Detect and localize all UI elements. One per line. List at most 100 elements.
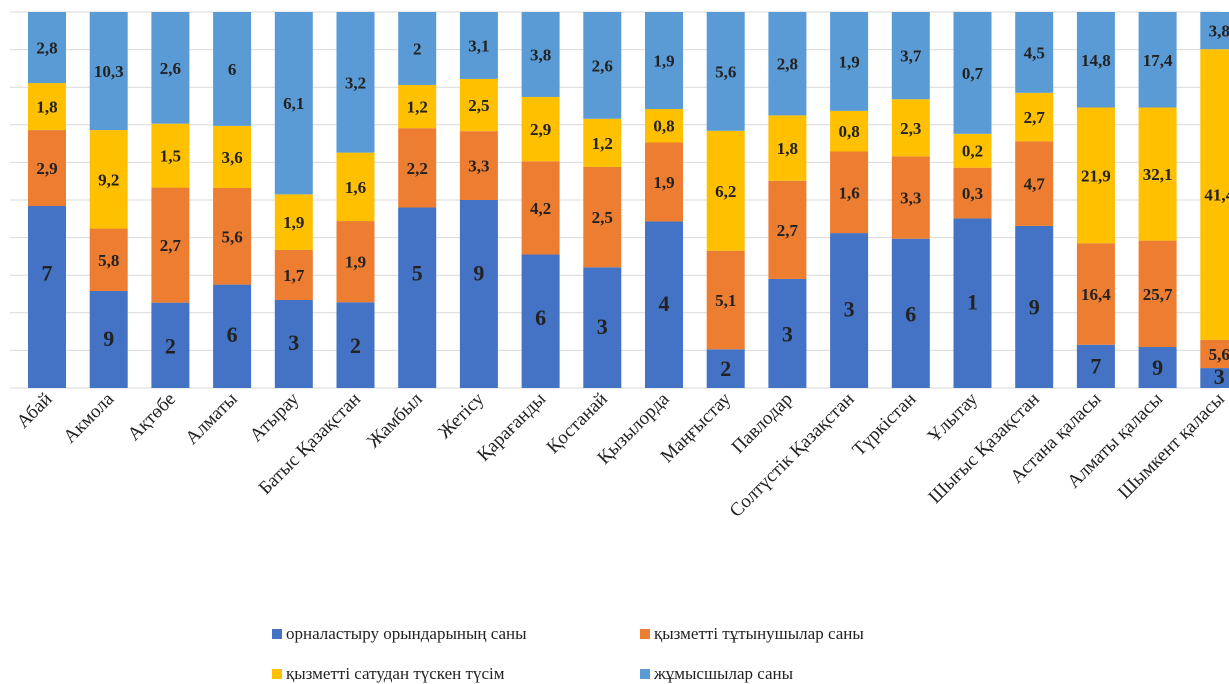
bar-1-15 [953,167,992,219]
data-label-0-15: 1 [967,289,978,314]
data-label-1-0: 2,9 [36,159,57,178]
data-label-0-5: 2 [350,333,361,358]
data-label-2-6: 1,2 [407,98,428,117]
bar-1-0 [28,130,66,207]
data-label-2-19: 41,4 [1204,186,1229,205]
data-label-1-7: 3,3 [468,157,489,176]
data-label-3-10: 1,9 [653,52,674,71]
data-label-1-17: 16,4 [1081,285,1111,304]
data-label-0-8: 6 [535,305,546,330]
bar-0-18 [1138,347,1177,388]
bar-2-10 [645,109,683,143]
category-label-0: Абай [13,389,57,433]
data-label-0-17: 7 [1090,353,1101,378]
category-label-16: Шығыс Қазақстан [925,389,1044,508]
bar-1-11 [706,250,745,350]
bar-3-11 [706,12,745,131]
data-label-0-12: 3 [782,321,793,346]
bar-3-0 [28,12,66,84]
data-label-2-11: 6,2 [715,182,736,201]
bar-3-1 [89,12,128,131]
bar-0-9 [583,267,622,388]
data-label-2-8: 2,9 [530,120,551,139]
data-label-3-0: 2,8 [36,39,57,58]
bar-1-16 [1015,141,1054,226]
data-label-1-2: 2,7 [160,236,182,255]
bar-0-7 [459,200,498,388]
data-label-0-0: 7 [42,260,53,285]
category-label-2: Ақтөбе [124,389,180,445]
data-label-0-7: 9 [473,260,484,285]
data-label-0-16: 9 [1029,295,1040,320]
bar-2-14 [891,99,930,157]
data-label-2-5: 1,6 [345,178,366,197]
bar-0-0 [28,206,66,388]
data-label-3-13: 1,9 [838,52,859,71]
bar-3-8 [521,12,560,97]
legend-item-1: қызметті тұтынушылар саны [640,624,864,644]
bar-0-1 [89,290,128,388]
category-label-19: Шымкент қаласы [1114,389,1229,504]
data-label-2-18: 32,1 [1143,165,1173,184]
bar-3-17 [1076,12,1115,108]
bar-1-2 [151,187,190,303]
data-label-3-14: 3,7 [900,47,922,66]
data-label-3-8: 3,8 [530,45,551,64]
bar-3-4 [274,12,313,195]
data-label-3-18: 17,4 [1143,51,1173,70]
legend-item-0: орналастыру орындарының саны [272,624,527,644]
bar-3-15 [953,12,992,134]
bar-1-12 [768,180,807,279]
legend-label-3: жұмысшылар саны [654,664,794,683]
bar-3-3 [213,12,252,126]
data-label-1-13: 1,6 [838,183,859,202]
bar-3-6 [398,12,437,85]
bar-0-19 [1200,368,1229,388]
category-label-3: Алматы [181,389,241,449]
legend-swatch-0 [272,629,282,639]
data-label-2-9: 1,2 [592,134,613,153]
bar-3-13 [830,12,869,111]
data-label-2-1: 9,2 [98,170,119,189]
bar-1-14 [891,156,930,239]
data-label-3-9: 2,6 [592,56,613,75]
bar-2-13 [830,110,869,152]
bar-2-15 [953,133,992,168]
bar-1-8 [521,161,560,255]
data-label-0-9: 3 [597,314,608,339]
data-label-1-12: 2,7 [777,221,799,240]
data-label-0-4: 3 [288,330,299,355]
legend-item-3: жұмысшылар саны [640,664,793,684]
data-label-3-3: 6 [228,60,237,79]
data-label-3-4: 6,1 [283,94,304,113]
data-label-3-1: 10,3 [94,62,124,81]
data-label-3-2: 2,6 [160,59,181,78]
bar-2-9 [583,118,622,167]
bar-2-19 [1200,49,1229,340]
data-label-2-14: 2,3 [900,119,921,138]
bar-1-17 [1076,243,1115,345]
bar-1-5 [336,221,375,303]
data-label-2-10: 0,8 [653,117,674,136]
bar-3-16 [1015,12,1054,93]
bars [28,12,1229,388]
legend-swatch-1 [640,629,650,639]
bar-0-4 [274,300,313,388]
bar-2-17 [1076,107,1115,244]
bar-1-4 [274,250,313,301]
bar-2-16 [1015,92,1054,142]
data-label-0-14: 6 [905,301,916,326]
bar-0-5 [336,302,375,388]
data-label-2-13: 0,8 [838,122,859,141]
data-label-3-12: 2,8 [777,55,798,74]
data-label-0-18: 9 [1152,355,1163,380]
bar-3-12 [768,12,807,116]
bar-3-7 [459,12,498,79]
bar-1-18 [1138,240,1177,348]
bar-3-18 [1138,12,1177,108]
data-label-1-19: 5,6 [1209,345,1229,364]
data-label-0-19: 3 [1214,364,1225,389]
data-label-3-7: 3,1 [468,36,489,55]
